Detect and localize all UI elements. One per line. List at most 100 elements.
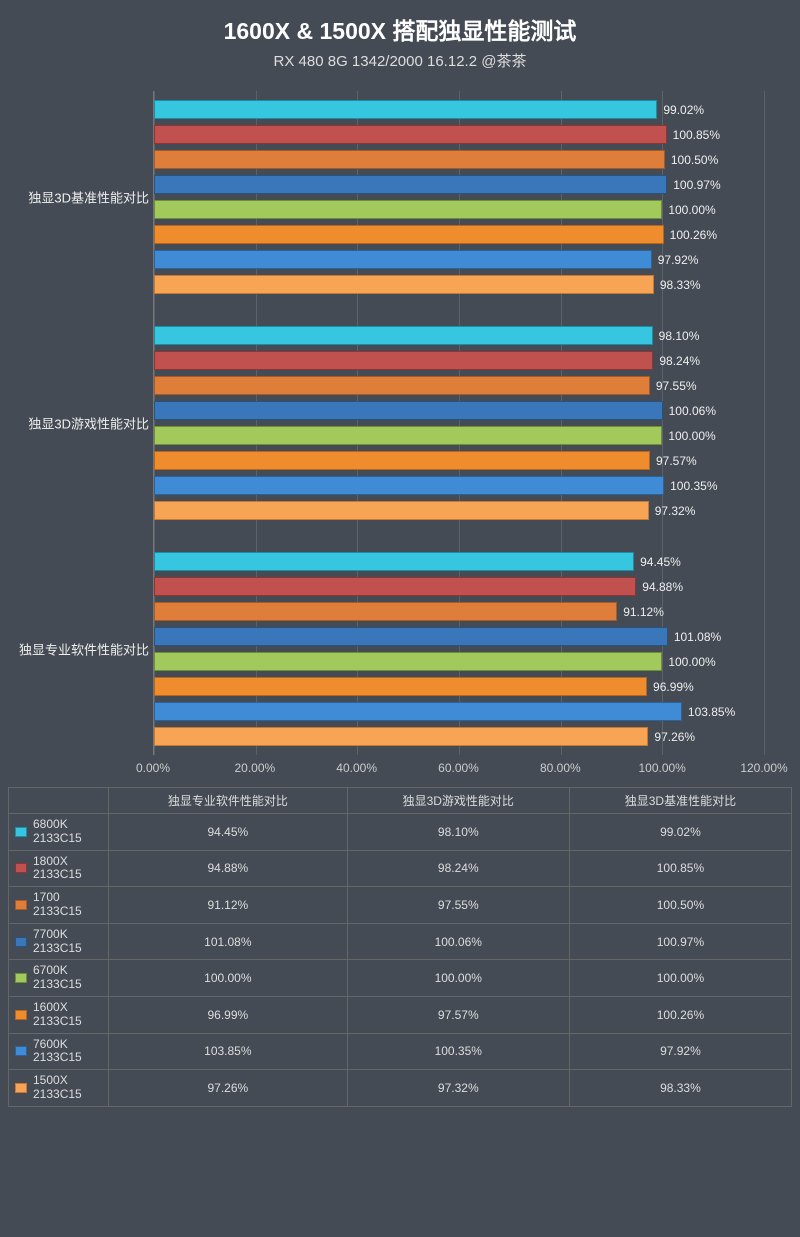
legend-cell: 7600K2133C15 [9, 1033, 109, 1070]
bar-value-label: 91.12% [623, 605, 664, 619]
table-cell: 103.85% [109, 1033, 348, 1070]
table-cell: 97.57% [347, 996, 569, 1033]
bar-row: 98.33% [154, 273, 764, 296]
bar-row: 100.85% [154, 123, 764, 146]
group-label: 独显3D游戏性能对比 [9, 414, 149, 433]
table-row: 6800K2133C1594.45%98.10%99.02% [9, 814, 792, 851]
bar-value-label: 100.35% [670, 479, 717, 493]
table-cell: 97.55% [347, 887, 569, 924]
bar-value-label: 97.55% [656, 379, 697, 393]
bar-value-label: 99.02% [663, 103, 704, 117]
bar-row: 98.10% [154, 324, 764, 347]
bar-row: 94.45% [154, 550, 764, 573]
bar [154, 225, 664, 244]
group-label: 独显3D基准性能对比 [9, 188, 149, 207]
bar [154, 351, 653, 370]
bar-row: 94.88% [154, 575, 764, 598]
chart-group: 独显3D基准性能对比99.02%100.85%100.50%100.97%100… [154, 91, 764, 303]
table-header: 独显3D游戏性能对比 [347, 788, 569, 814]
x-tick-label: 40.00% [336, 761, 377, 775]
table-cell: 100.35% [347, 1033, 569, 1070]
x-tick-label: 100.00% [638, 761, 685, 775]
bar [154, 150, 665, 169]
table-row: 17002133C1591.12%97.55%100.50% [9, 887, 792, 924]
bar-row: 101.08% [154, 625, 764, 648]
bar [154, 401, 663, 420]
bar-row: 100.50% [154, 148, 764, 171]
table-cell: 100.50% [569, 887, 791, 924]
bar-row: 97.32% [154, 499, 764, 522]
legend-cell: 1500X2133C15 [9, 1070, 109, 1107]
bar [154, 652, 662, 671]
legend-cell: 1800X2133C15 [9, 850, 109, 887]
legend-cell: 17002133C15 [9, 887, 109, 924]
legend-label: 1800X2133C15 [33, 855, 82, 883]
bar-value-label: 98.33% [660, 278, 701, 292]
legend-swatch [15, 1083, 27, 1093]
table-cell: 100.00% [109, 960, 348, 997]
table-cell: 99.02% [569, 814, 791, 851]
bar-row: 98.24% [154, 349, 764, 372]
x-tick-label: 120.00% [740, 761, 787, 775]
x-tick-label: 20.00% [234, 761, 275, 775]
bar-value-label: 94.88% [642, 580, 683, 594]
table-cell: 98.10% [347, 814, 569, 851]
legend-cell: 7700K2133C15 [9, 923, 109, 960]
table-cell: 96.99% [109, 996, 348, 1033]
bar-value-label: 103.85% [688, 705, 735, 719]
table-cell: 97.92% [569, 1033, 791, 1070]
bar [154, 125, 667, 144]
bar-row: 96.99% [154, 675, 764, 698]
bar-value-label: 94.45% [640, 555, 681, 569]
bar [154, 677, 647, 696]
data-table: 独显专业软件性能对比独显3D游戏性能对比独显3D基准性能对比6800K2133C… [8, 787, 792, 1107]
table-cell: 100.06% [347, 923, 569, 960]
bar [154, 275, 654, 294]
table-header-blank [9, 788, 109, 814]
legend-swatch [15, 973, 27, 983]
bar-value-label: 97.92% [658, 253, 699, 267]
bar [154, 577, 636, 596]
table-row: 7700K2133C15101.08%100.06%100.97% [9, 923, 792, 960]
table-row: 6700K2133C15100.00%100.00%100.00% [9, 960, 792, 997]
legend-swatch [15, 937, 27, 947]
bar [154, 250, 652, 269]
bar-value-label: 100.50% [671, 153, 718, 167]
x-tick-label: 60.00% [438, 761, 479, 775]
legend-cell: 6700K2133C15 [9, 960, 109, 997]
legend-cell: 1600X2133C15 [9, 996, 109, 1033]
chart-subtitle: RX 480 8G 1342/2000 16.12.2 @茶茶 [8, 50, 792, 71]
legend-swatch [15, 1010, 27, 1020]
table-cell: 91.12% [109, 887, 348, 924]
table-cell: 94.45% [109, 814, 348, 851]
table-cell: 98.24% [347, 850, 569, 887]
table-cell: 98.33% [569, 1070, 791, 1107]
bar-value-label: 97.26% [654, 730, 695, 744]
bar-value-label: 97.32% [655, 504, 696, 518]
bar-value-label: 101.08% [674, 630, 721, 644]
bar-row: 97.55% [154, 374, 764, 397]
chart-group: 独显专业软件性能对比94.45%94.88%91.12%101.08%100.0… [154, 543, 764, 755]
table-cell: 101.08% [109, 923, 348, 960]
bar-value-label: 100.26% [670, 228, 717, 242]
bar [154, 426, 662, 445]
bar-row: 99.02% [154, 98, 764, 121]
table-cell: 100.97% [569, 923, 791, 960]
bar [154, 627, 668, 646]
bar [154, 602, 617, 621]
table-row: 1600X2133C1596.99%97.57%100.26% [9, 996, 792, 1033]
bar-row: 100.35% [154, 474, 764, 497]
bar [154, 100, 657, 119]
table-cell: 100.00% [569, 960, 791, 997]
legend-label: 7600K2133C15 [33, 1038, 82, 1066]
group-label: 独显专业软件性能对比 [9, 640, 149, 659]
legend-swatch [15, 863, 27, 873]
bar-value-label: 96.99% [653, 680, 694, 694]
table-row: 1800X2133C1594.88%98.24%100.85% [9, 850, 792, 887]
gridline [764, 91, 765, 755]
legend-swatch [15, 900, 27, 910]
bar-row: 97.26% [154, 725, 764, 748]
x-tick-label: 80.00% [540, 761, 581, 775]
bar-value-label: 100.00% [668, 429, 715, 443]
legend-cell: 6800K2133C15 [9, 814, 109, 851]
